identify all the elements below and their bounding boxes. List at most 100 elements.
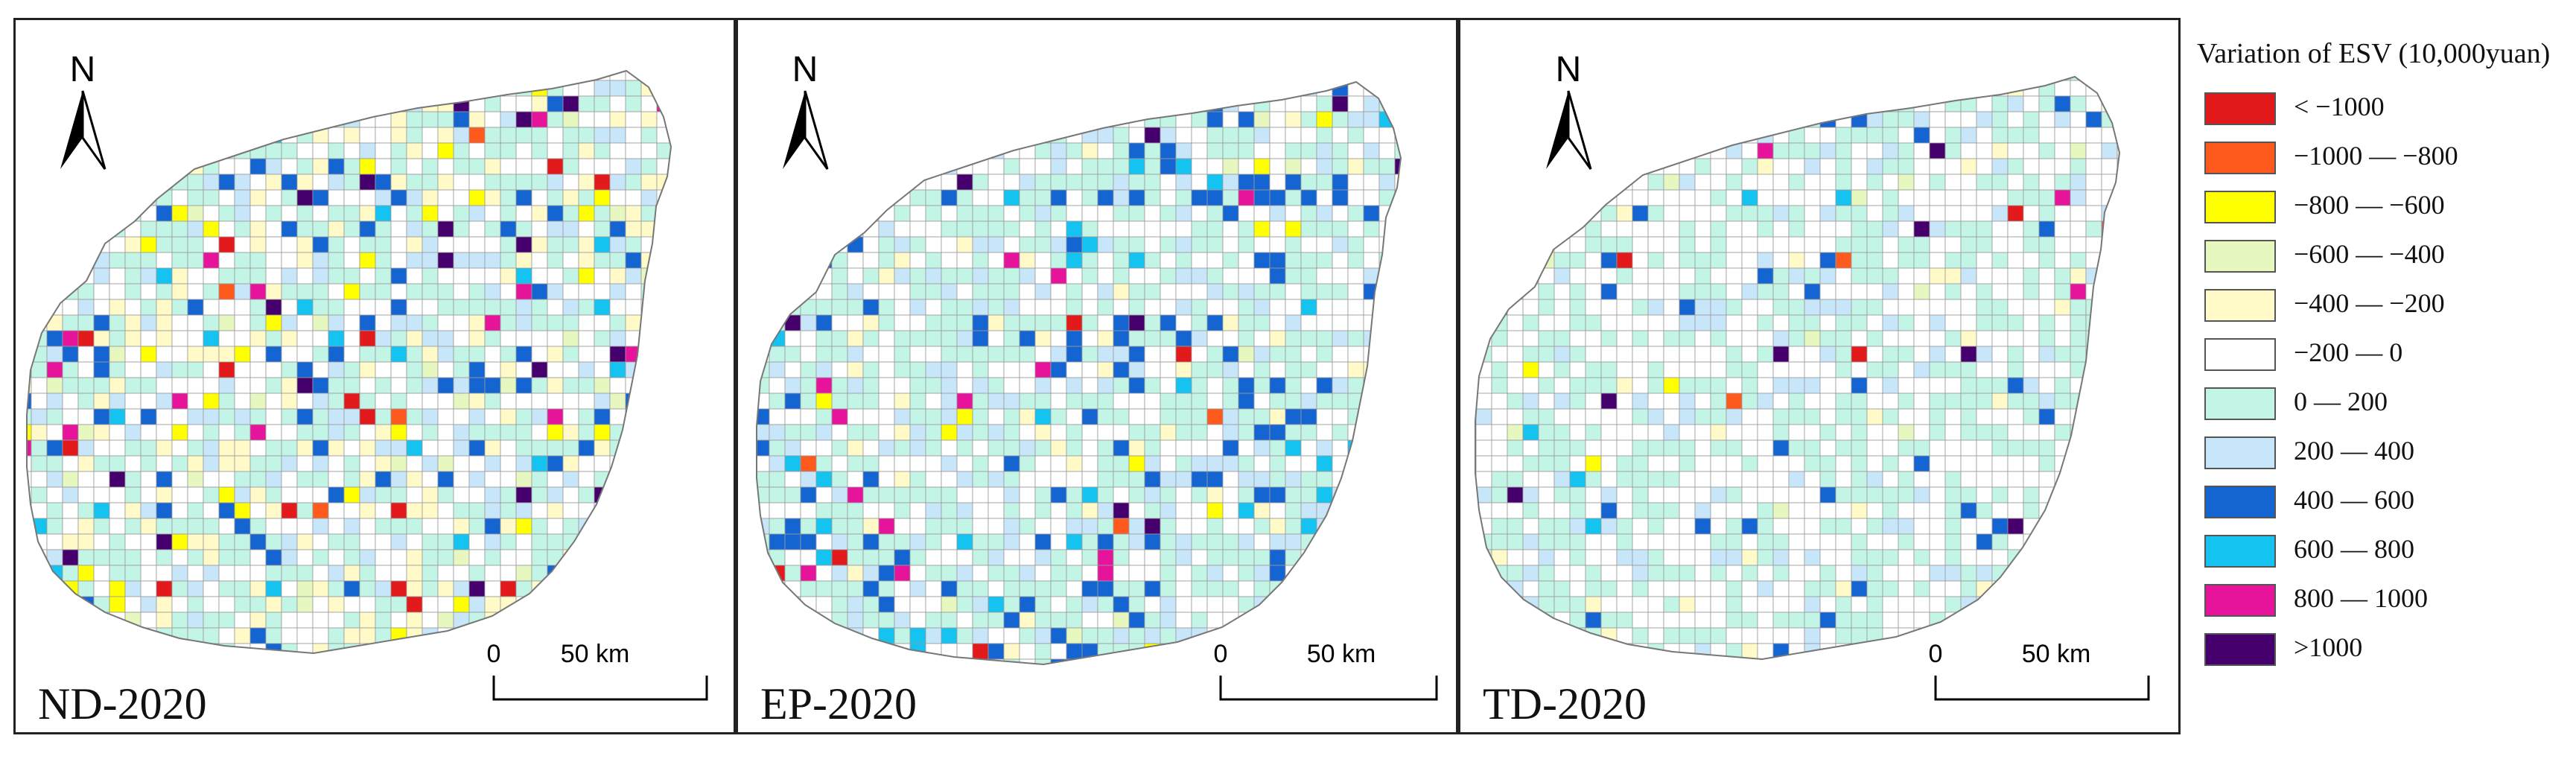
grid-cell bbox=[609, 393, 626, 410]
grid-cell bbox=[656, 267, 671, 285]
grid-cell bbox=[1991, 127, 2009, 144]
grid-cell bbox=[1019, 158, 1036, 175]
grid-cell bbox=[1804, 236, 1821, 253]
grid-cell bbox=[390, 205, 407, 222]
grid-cell bbox=[738, 299, 754, 315]
grid-cell bbox=[1929, 455, 1946, 472]
grid-cell bbox=[909, 142, 926, 159]
grid-cell bbox=[437, 220, 454, 238]
grid-cell bbox=[1491, 127, 1508, 144]
grid-cell bbox=[1694, 283, 1711, 300]
grid-cell bbox=[171, 220, 188, 238]
grid-cell bbox=[1819, 252, 1836, 269]
grid-cell bbox=[941, 612, 958, 629]
grid-cell bbox=[847, 95, 864, 112]
grid-cell bbox=[2007, 80, 2024, 97]
grid-cell bbox=[1034, 252, 1052, 269]
grid-cell bbox=[140, 361, 157, 378]
grid-cell bbox=[1034, 299, 1052, 316]
grid-cell bbox=[656, 283, 671, 300]
grid-cell bbox=[468, 283, 486, 300]
grid-cell bbox=[390, 330, 407, 347]
grid-cell bbox=[925, 361, 942, 378]
grid-cell bbox=[62, 627, 79, 644]
grid-cell bbox=[1222, 236, 1239, 253]
grid-cell bbox=[500, 205, 517, 222]
grid-cell bbox=[847, 596, 864, 613]
grid-cell bbox=[328, 80, 345, 97]
grid-cell bbox=[1363, 95, 1380, 112]
grid-cell bbox=[1238, 267, 1255, 285]
grid-cell bbox=[124, 486, 141, 504]
grid-cell bbox=[218, 158, 235, 175]
grid-cell bbox=[1019, 82, 1036, 97]
grid-cell bbox=[2023, 580, 2040, 597]
grid-cell bbox=[738, 628, 754, 644]
grid-cell bbox=[1206, 393, 1224, 410]
grid-cell bbox=[1694, 424, 1711, 441]
grid-cell bbox=[1175, 486, 1192, 504]
grid-cell bbox=[941, 533, 958, 550]
grid-cell bbox=[1741, 283, 1758, 300]
grid-cell bbox=[1898, 346, 1915, 363]
grid-cell bbox=[1710, 502, 1727, 519]
grid-cell bbox=[1003, 220, 1020, 238]
grid-cell bbox=[1034, 580, 1052, 597]
grid-cell bbox=[1944, 533, 1962, 550]
grid-cell bbox=[1616, 565, 1633, 582]
grid-cell bbox=[2054, 377, 2071, 394]
grid-cell bbox=[31, 471, 48, 488]
grid-cell bbox=[594, 596, 611, 613]
grid-cell bbox=[1253, 471, 1270, 488]
grid-cell bbox=[1003, 518, 1020, 535]
grid-cell bbox=[453, 549, 470, 566]
grid-cell bbox=[1929, 174, 1946, 191]
grid-cell bbox=[769, 439, 786, 457]
grid-cell bbox=[1034, 518, 1052, 535]
grid-cell bbox=[375, 596, 392, 613]
grid-cell bbox=[265, 486, 282, 504]
grid-cell bbox=[1960, 377, 1977, 394]
grid-cell bbox=[1663, 408, 1680, 425]
grid-cell bbox=[390, 95, 407, 112]
grid-cell bbox=[909, 565, 926, 582]
grid-cell bbox=[1647, 205, 1664, 222]
grid-cell bbox=[1144, 627, 1161, 644]
grid-cell bbox=[847, 299, 864, 316]
grid-cell bbox=[1929, 299, 1946, 316]
grid-cell bbox=[831, 643, 848, 660]
grid-cell bbox=[1347, 314, 1364, 331]
grid-cells bbox=[738, 82, 1401, 664]
grid-cell bbox=[1238, 220, 1255, 238]
grid-cell bbox=[1976, 111, 1993, 128]
grid-cell bbox=[1772, 189, 1790, 206]
grid-cell bbox=[31, 455, 48, 472]
grid-cell bbox=[171, 299, 188, 316]
grid-cell bbox=[1269, 142, 1286, 159]
grid-cell bbox=[1019, 424, 1036, 441]
grid-cell bbox=[390, 174, 407, 191]
grid-cell bbox=[1222, 267, 1239, 285]
grid-cell bbox=[1898, 424, 1915, 441]
grid-cell bbox=[1679, 439, 1696, 457]
grid-cell bbox=[578, 486, 595, 504]
grid-cell bbox=[547, 71, 564, 81]
grid-cell bbox=[422, 361, 439, 378]
grid-cell bbox=[203, 439, 220, 457]
grid-cell bbox=[956, 471, 973, 488]
grid-cell bbox=[1507, 377, 1524, 394]
grid-cell bbox=[738, 143, 754, 159]
grid-cell bbox=[234, 408, 251, 425]
grid-cell bbox=[1647, 502, 1664, 519]
grid-cell bbox=[894, 267, 911, 285]
grid-cell bbox=[1616, 158, 1633, 175]
grid-cell bbox=[972, 408, 989, 425]
grid-cell bbox=[1929, 549, 1946, 566]
grid-cell bbox=[531, 549, 548, 566]
grid-cell bbox=[757, 486, 770, 504]
grid-cell bbox=[249, 220, 267, 238]
grid-cell bbox=[1347, 471, 1364, 488]
grid-cell bbox=[249, 533, 267, 550]
grid-cell bbox=[562, 314, 579, 331]
grid-cell bbox=[359, 565, 376, 582]
